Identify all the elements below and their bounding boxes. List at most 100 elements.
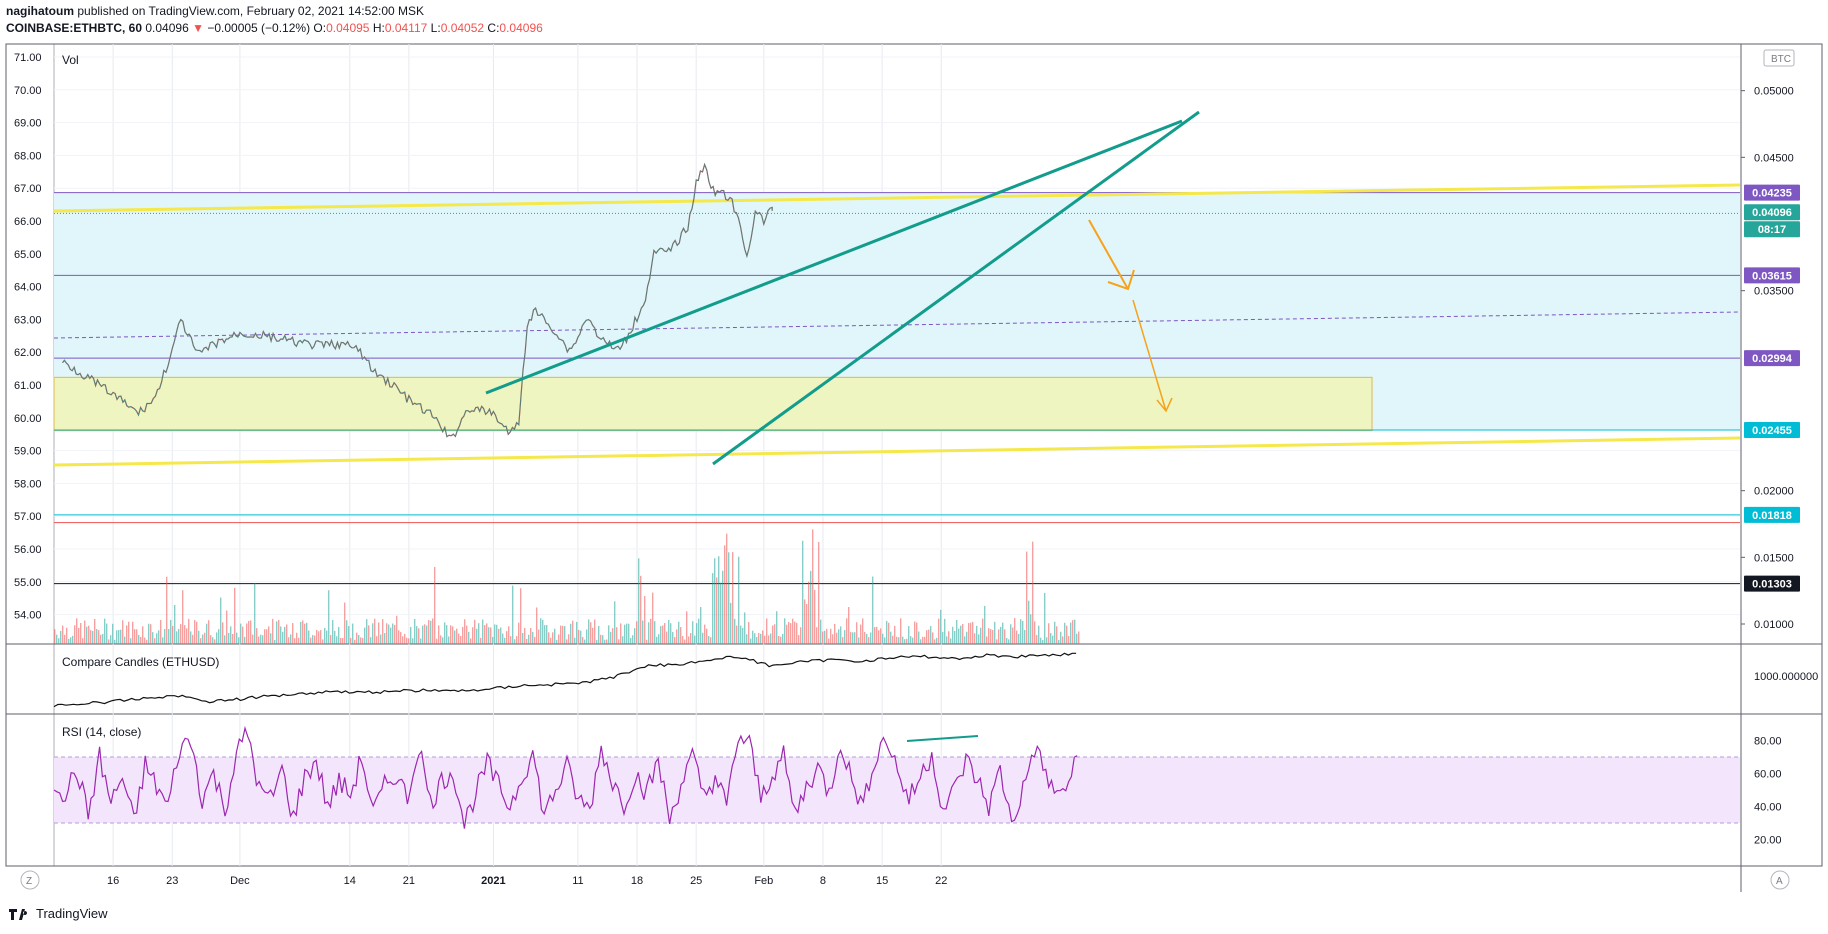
volume-bar bbox=[280, 626, 282, 644]
price-label: 0.03615 bbox=[1752, 270, 1792, 282]
volume-bar bbox=[222, 622, 224, 644]
volume-bar bbox=[670, 623, 672, 644]
volume-bar bbox=[882, 633, 884, 644]
volume-bar bbox=[752, 630, 754, 644]
volume-bar bbox=[240, 623, 242, 644]
author-name[interactable]: nagihatoum bbox=[6, 4, 74, 18]
volume-bar bbox=[318, 631, 320, 644]
volume-bar bbox=[614, 601, 616, 644]
volume-bar bbox=[982, 618, 984, 644]
volume-bar bbox=[630, 637, 632, 644]
volume-bar bbox=[938, 618, 940, 644]
volume-bar bbox=[98, 630, 100, 644]
volume-bar bbox=[954, 630, 956, 644]
volume-bar bbox=[704, 624, 706, 644]
orange-arrow bbox=[1132, 299, 1167, 412]
volume-bar bbox=[508, 626, 510, 644]
volume-bar bbox=[472, 627, 474, 644]
volume-bar bbox=[708, 635, 710, 644]
orange-arrowhead bbox=[1107, 269, 1135, 291]
volume-bar bbox=[916, 622, 918, 644]
volume-bar bbox=[1038, 625, 1040, 644]
volume-bar bbox=[618, 639, 620, 644]
volume-bar bbox=[862, 618, 864, 644]
price-series-overlay bbox=[62, 163, 773, 438]
auto-scale-icon: A bbox=[1776, 876, 1783, 887]
auto-scale-button bbox=[1770, 870, 1790, 890]
volume-bar bbox=[554, 628, 556, 644]
volume-bar bbox=[516, 636, 518, 644]
volume-bar bbox=[166, 576, 168, 644]
volume-bar bbox=[178, 628, 180, 644]
volume-bar bbox=[586, 629, 588, 644]
volume-bar bbox=[678, 621, 680, 644]
volume-bar bbox=[140, 636, 142, 644]
volume-bar bbox=[420, 638, 422, 644]
volume-bar bbox=[1062, 636, 1064, 644]
volume-bar bbox=[830, 628, 832, 644]
volume-bar bbox=[930, 626, 932, 644]
volume-bar bbox=[600, 634, 602, 644]
chart-canvas[interactable]: 16 23 Dec 14 21 2021 11 18 25 Feb 8 15 22 71.00 70.00 6… bbox=[0, 0, 1828, 900]
volume-bar bbox=[896, 636, 898, 644]
volume-bar bbox=[128, 621, 130, 644]
volume-bar bbox=[904, 639, 906, 644]
volume-bar bbox=[824, 630, 826, 644]
volume-bar bbox=[760, 633, 762, 644]
volume-bar bbox=[968, 622, 970, 644]
volume-bar bbox=[510, 636, 512, 644]
volume-bar bbox=[570, 623, 572, 644]
volume-bar bbox=[662, 625, 664, 644]
volume-bar bbox=[1068, 636, 1070, 644]
volume-bar bbox=[290, 634, 292, 644]
volume-bar bbox=[76, 618, 78, 644]
volume-bar bbox=[482, 619, 484, 644]
volume-bar bbox=[352, 623, 354, 644]
volume-bar bbox=[262, 635, 264, 644]
symbol-name[interactable]: COINBASE:ETHBTC, 60 bbox=[6, 21, 143, 35]
volume-bar bbox=[460, 636, 462, 644]
volume-bar bbox=[106, 623, 108, 644]
volume-bar bbox=[380, 634, 382, 644]
volume-bar bbox=[96, 629, 98, 644]
volume-bar bbox=[962, 623, 964, 644]
currency-box bbox=[1763, 49, 1795, 67]
volume-bar bbox=[922, 636, 924, 644]
left-y-tick-label: 69.00 bbox=[14, 118, 42, 130]
price-label: 0.02994 bbox=[1752, 353, 1793, 365]
volume-bar bbox=[78, 627, 80, 644]
volume-bar bbox=[684, 639, 686, 644]
volume-bar bbox=[354, 639, 356, 644]
volume-bar bbox=[374, 618, 376, 644]
volume-bar bbox=[978, 634, 980, 644]
volume-bar bbox=[876, 626, 878, 644]
volume-bar bbox=[390, 627, 392, 644]
volume-bar bbox=[854, 632, 856, 644]
volume-bar bbox=[1052, 635, 1054, 644]
volume-bar bbox=[826, 628, 828, 644]
volume-bar bbox=[994, 621, 996, 644]
volume-bar bbox=[1040, 637, 1042, 644]
volume-bar bbox=[366, 619, 368, 644]
volume-bar bbox=[810, 570, 812, 644]
price-label: 0.04096 bbox=[1752, 207, 1792, 219]
volume-bar bbox=[986, 636, 988, 644]
volume-bar bbox=[286, 624, 288, 644]
compare-pane-title: Compare Candles (ETHUSD) bbox=[62, 655, 219, 669]
volume-bar bbox=[580, 630, 582, 644]
volume-bar bbox=[1070, 622, 1072, 644]
volume-bar bbox=[130, 638, 132, 644]
volume-bar bbox=[70, 637, 72, 644]
volume-bar bbox=[292, 623, 294, 644]
volume-bar bbox=[84, 620, 86, 644]
volume-bar bbox=[80, 622, 82, 644]
volume-bar bbox=[412, 638, 414, 644]
volume-bar bbox=[302, 620, 304, 644]
volume-bar bbox=[66, 627, 68, 644]
volume-bar bbox=[496, 624, 498, 644]
volume-bar bbox=[324, 627, 326, 644]
volume-bar bbox=[564, 626, 566, 644]
volume-bar bbox=[64, 634, 66, 644]
volume-bar bbox=[988, 628, 990, 644]
tradingview-brand[interactable]: TradingView bbox=[36, 906, 108, 921]
